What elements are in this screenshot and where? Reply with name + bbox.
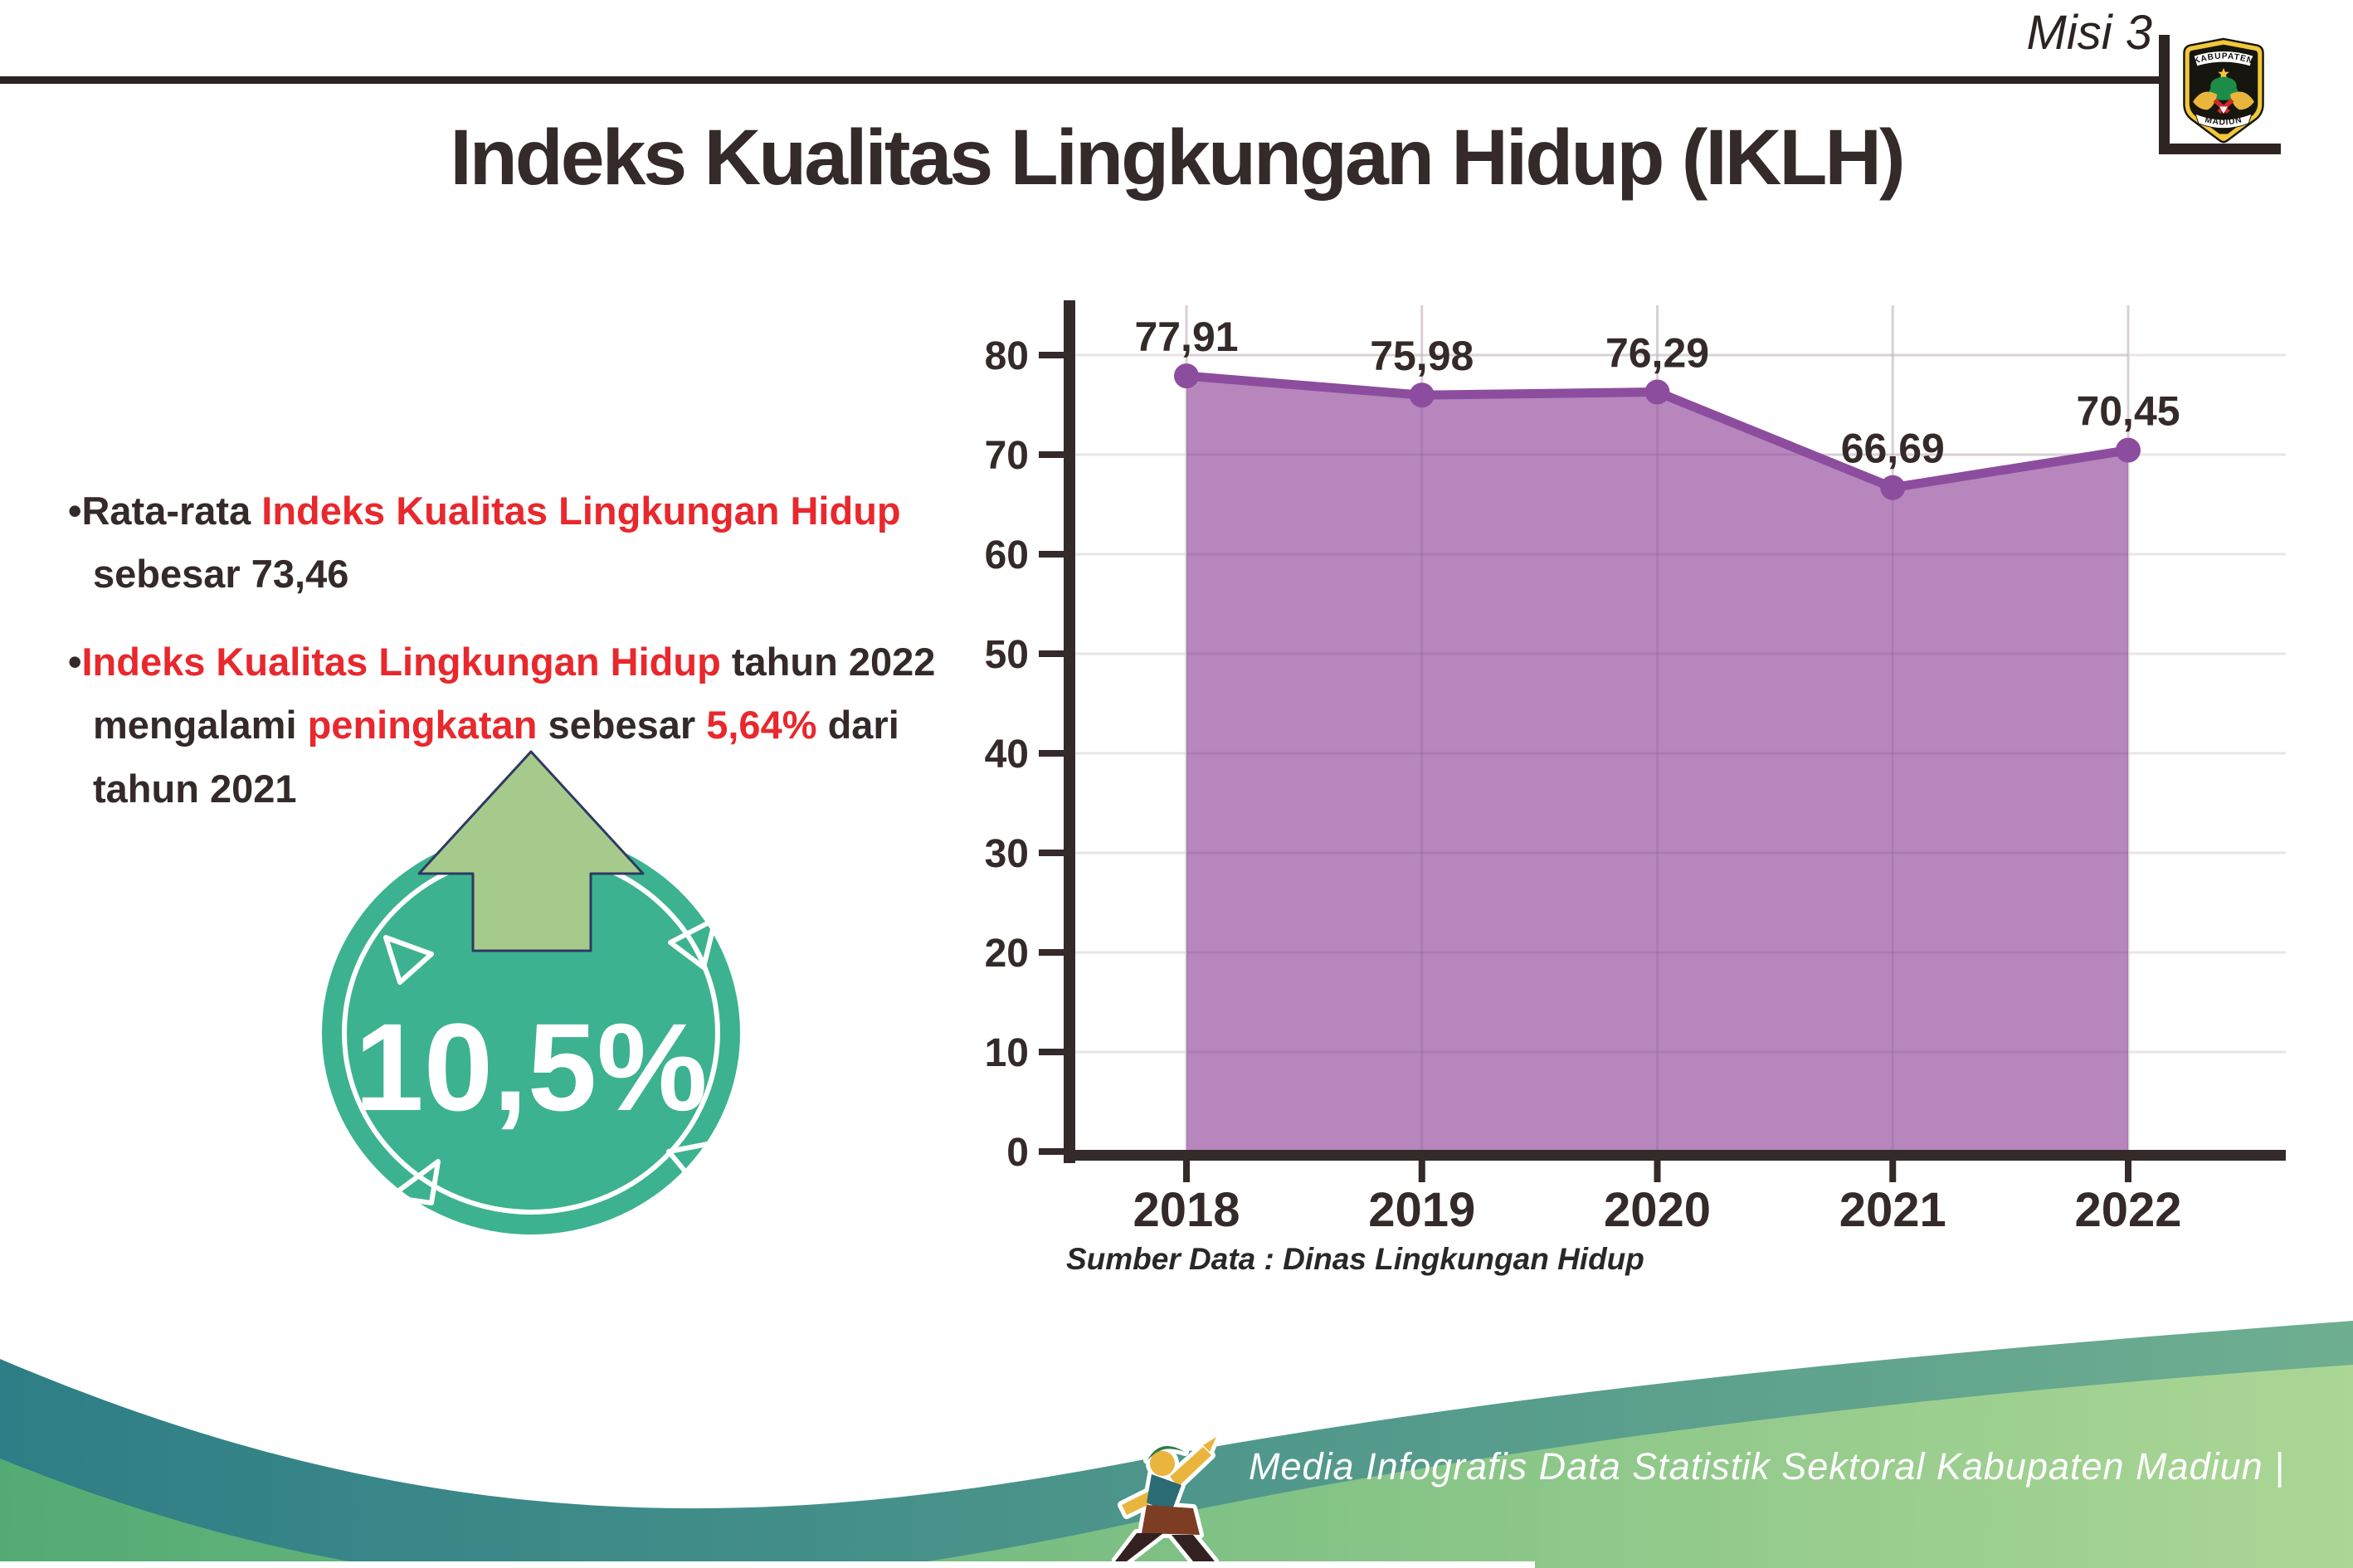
bullet-item: •Rata-rata Indeks Kualitas Lingkungan Hi… xyxy=(68,480,977,606)
x-tick-label: 2022 xyxy=(2074,1183,2181,1237)
logo-right-wing-icon xyxy=(2229,91,2254,110)
logo-left-wing-icon xyxy=(2193,91,2218,110)
y-tick xyxy=(1039,1049,1064,1055)
data-point-label: 76,29 xyxy=(1605,330,1709,377)
y-tick xyxy=(1039,352,1064,358)
badge-value: 10,5% xyxy=(354,997,707,1137)
y-tick-label: 30 xyxy=(985,832,1029,876)
bullet-text-segment: tahun 2022 mengalami xyxy=(93,640,936,747)
footer-wave-green xyxy=(0,1365,2353,1568)
logo-center-blade xyxy=(2219,106,2228,114)
logo-red-ornament-right xyxy=(2217,98,2234,114)
increase-percentage-badge: 10,5% xyxy=(322,750,740,1234)
data-point-label: 77,91 xyxy=(1134,314,1238,360)
y-tick-label: 80 xyxy=(985,334,1029,378)
bullet-marker: • xyxy=(68,640,82,684)
data-point-label: 75,98 xyxy=(1370,333,1474,379)
logo-frame-vertical xyxy=(2159,35,2170,154)
badge-triangle-ne xyxy=(668,917,718,970)
y-tick-label: 40 xyxy=(985,733,1029,777)
mission-label: Misi 3 xyxy=(2026,6,2152,60)
y-tick-label: 20 xyxy=(985,932,1029,976)
bullet-text-segment: Indeks Kualitas Lingkungan Hidup xyxy=(261,489,901,533)
y-tick xyxy=(1039,949,1064,956)
footer-waves xyxy=(0,1321,2353,1568)
iklh-area-chart: 0 10 20 30 40 50 60 70 80 2018 2019 2020 2021 2022 77,… xyxy=(985,300,2286,1276)
bullet-text-segment: sebesar 73,46 xyxy=(93,552,349,597)
bullet-text-segment: sebesar xyxy=(537,703,707,747)
key-findings-list: •Rata-rata Indeks Kualitas Lingkungan Hi… xyxy=(68,480,977,845)
bullet-item: •Indeks Kualitas Lingkungan Hidup tahun … xyxy=(68,631,977,820)
x-tick xyxy=(1654,1161,1661,1182)
logo-red-ornament-left xyxy=(2213,98,2230,114)
badge-triangle-sw xyxy=(387,1159,441,1205)
bullet-text-segment: dari tahun 2021 xyxy=(93,703,899,811)
area-fill xyxy=(1186,376,2128,1152)
y-tick xyxy=(1039,850,1064,856)
y-tick xyxy=(1039,1148,1064,1155)
y-tick-label: 60 xyxy=(985,533,1029,577)
logo-bottom-ribbon xyxy=(2195,113,2253,129)
dancer-mascot-icon xyxy=(1112,1433,1220,1566)
y-tick-label: 50 xyxy=(985,633,1029,677)
y-tick xyxy=(1039,650,1064,657)
data-point-marker xyxy=(1880,475,1906,500)
header-divider-line xyxy=(0,76,2162,84)
page-title: Indeks Kualitas Lingkungan Hidup (IKLH) xyxy=(450,114,1905,202)
x-tick xyxy=(1418,1161,1425,1182)
x-tick xyxy=(2125,1161,2131,1182)
bullet-text-segment: 5,64% xyxy=(706,703,817,747)
y-tick xyxy=(1039,451,1064,458)
logo-bottom-ornament xyxy=(2218,134,2229,142)
badge-triangle-nw xyxy=(383,935,434,985)
data-point-label: 70,45 xyxy=(2076,388,2180,435)
logo-top-ribbon xyxy=(2193,51,2254,67)
x-tick xyxy=(1183,1161,1190,1182)
y-tick-label: 0 xyxy=(1006,1131,1029,1175)
y-tick xyxy=(1039,750,1064,757)
data-point-marker xyxy=(1409,382,1435,408)
bullet-marker: • xyxy=(68,489,82,533)
logo-frame-horizontal xyxy=(2159,144,2281,154)
x-axis xyxy=(1064,1150,2286,1161)
logo-bottom-ribbon-text: MADIUN xyxy=(2204,115,2243,127)
x-tick-label: 2020 xyxy=(1604,1183,1711,1237)
x-tick-label: 2018 xyxy=(1133,1183,1240,1237)
data-point-marker xyxy=(1644,379,1670,405)
kabupaten-madiun-logo-icon: KABUPATEN MADIUN xyxy=(2183,37,2264,144)
data-point-marker xyxy=(1174,363,1199,389)
footer-caption: Media Infografis Data Statistik Sektoral… xyxy=(1249,1445,2285,1488)
x-tick-label: 2019 xyxy=(1368,1183,1475,1237)
data-point-marker xyxy=(2116,437,2141,463)
badge-circle xyxy=(322,831,740,1234)
source-note: Sumber Data : Dinas Lingkungan Hidup xyxy=(1066,1242,1644,1276)
bullet-text-segment: peningkatan xyxy=(307,703,538,747)
y-tick-label: 70 xyxy=(985,434,1029,478)
data-point-label: 66,69 xyxy=(1841,426,1945,472)
mascot-shapes xyxy=(1115,1437,1216,1561)
logo-star-icon xyxy=(2218,67,2229,80)
y-axis xyxy=(1064,300,1075,1163)
x-tick xyxy=(1889,1161,1897,1182)
y-tick xyxy=(1039,551,1064,558)
x-tick-label: 2021 xyxy=(1839,1183,1946,1237)
arrow-up-icon xyxy=(417,750,645,952)
bullet-text-segment: Indeks Kualitas Lingkungan Hidup xyxy=(81,640,721,684)
footer-bottom-strip xyxy=(0,1561,1535,1568)
bullet-text-segment: Rata-rata xyxy=(81,489,262,533)
badge-triangle-se xyxy=(666,1141,714,1182)
y-tick-label: 10 xyxy=(985,1031,1029,1075)
